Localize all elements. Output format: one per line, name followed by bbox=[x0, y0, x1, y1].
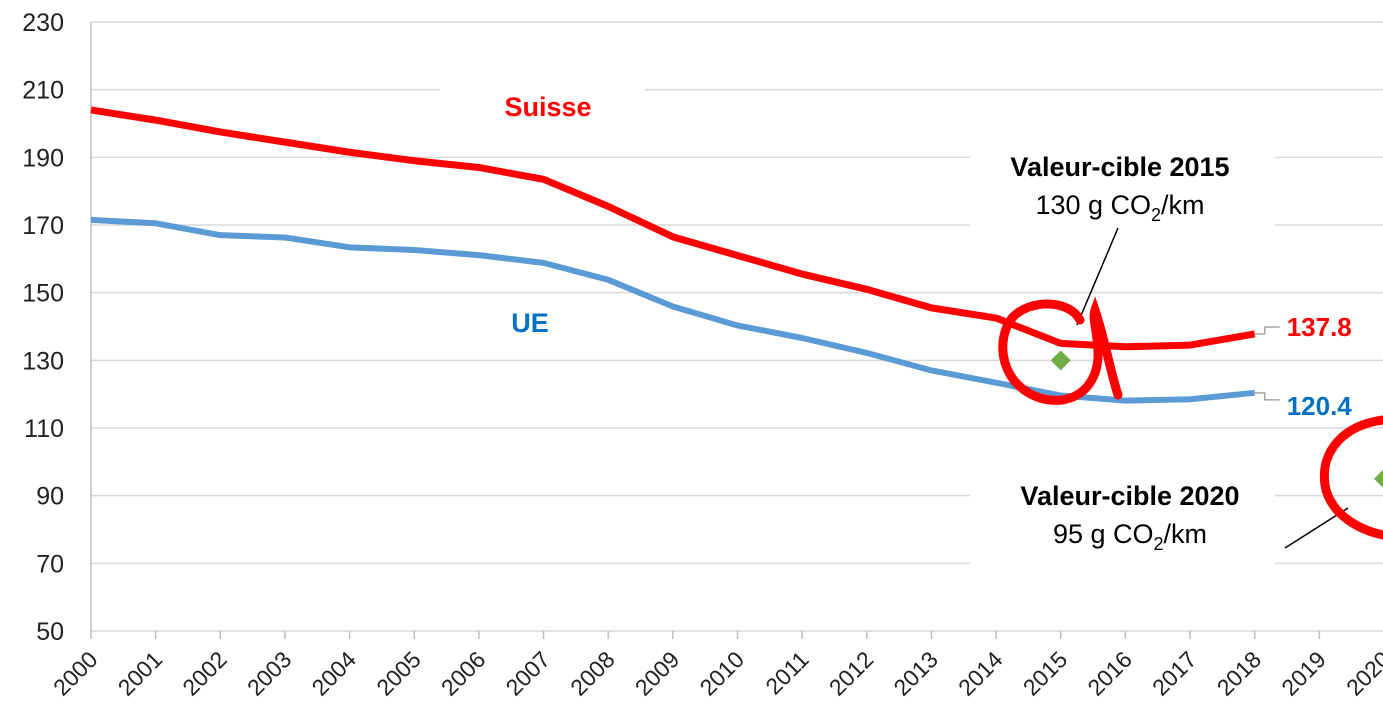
annotation-bg bbox=[970, 140, 1275, 240]
y-tick-label: 230 bbox=[22, 9, 64, 37]
x-tick-label: 2011 bbox=[760, 646, 813, 699]
annotation-text-part: 95 g CO bbox=[1053, 519, 1154, 549]
x-tick-label: 2006 bbox=[436, 646, 491, 701]
x-tick-label: 2005 bbox=[371, 646, 426, 701]
x-tick-label: 2020 bbox=[1341, 646, 1383, 701]
annotation-title: Valeur-cible 2020 bbox=[1020, 481, 1239, 511]
y-tick-label: 70 bbox=[36, 550, 64, 578]
x-tick-label: 2014 bbox=[953, 646, 1008, 701]
hand-circle bbox=[998, 296, 1123, 405]
x-tick-label: 2012 bbox=[824, 646, 879, 701]
annotation-title: Valeur-cible 2015 bbox=[1010, 152, 1229, 182]
x-tick-label: 2018 bbox=[1212, 646, 1267, 701]
y-tick-label: 110 bbox=[24, 415, 64, 443]
annotation-leader bbox=[1076, 227, 1119, 326]
annotation-text-part: /km bbox=[1161, 190, 1205, 220]
x-tick-label: 2004 bbox=[307, 646, 362, 701]
x-tick-label: 2008 bbox=[565, 646, 620, 701]
x-tick-label: 2000 bbox=[48, 646, 103, 701]
x-tick-label: 2007 bbox=[501, 646, 556, 701]
y-tick-label: 210 bbox=[22, 77, 64, 105]
y-tick-label: 130 bbox=[22, 347, 64, 375]
annotation-text: 130 g CO2/km bbox=[1035, 190, 1204, 225]
leader bbox=[1254, 326, 1280, 335]
target-marker bbox=[1050, 350, 1071, 371]
y-tick-label: 50 bbox=[36, 618, 64, 646]
x-tick-label: 2019 bbox=[1276, 646, 1331, 701]
x-tick-label: 2001 bbox=[113, 646, 168, 701]
annotation-bg bbox=[970, 470, 1275, 570]
annotation-text-part: 130 g CO bbox=[1035, 190, 1151, 220]
label-bg bbox=[440, 80, 645, 135]
series-label: Suisse bbox=[504, 92, 591, 122]
line bbox=[90, 216, 1255, 404]
y-tick-label: 190 bbox=[22, 144, 64, 172]
series-label: UE bbox=[511, 308, 549, 338]
x-tick-label: 2017 bbox=[1147, 646, 1202, 701]
leader bbox=[1254, 392, 1280, 401]
target-marker bbox=[1374, 469, 1383, 488]
annotation-text-part: /km bbox=[1164, 519, 1208, 549]
x-tick-label: 2009 bbox=[630, 646, 685, 701]
annotation-subscript: 2 bbox=[1151, 205, 1161, 225]
end-label: 137.8 bbox=[1287, 312, 1352, 342]
x-tick-label: 2003 bbox=[242, 646, 297, 701]
y-tick-label: 170 bbox=[22, 212, 64, 240]
y-tick-label: 150 bbox=[22, 280, 64, 308]
hand-circle bbox=[1319, 415, 1383, 540]
x-tick-label: 2010 bbox=[694, 646, 749, 701]
x-tick-label: 2016 bbox=[1082, 646, 1137, 701]
y-tick-label: 90 bbox=[36, 483, 64, 511]
annotation-subscript: 2 bbox=[1154, 534, 1164, 554]
x-tick-label: 2013 bbox=[888, 646, 943, 701]
end-label: 120.4 bbox=[1287, 391, 1353, 421]
x-tick-label: 2002 bbox=[177, 646, 232, 701]
annotation-text: 95 g CO2/km bbox=[1053, 519, 1207, 554]
line bbox=[90, 106, 1256, 351]
x-tick-label: 2015 bbox=[1018, 646, 1073, 701]
